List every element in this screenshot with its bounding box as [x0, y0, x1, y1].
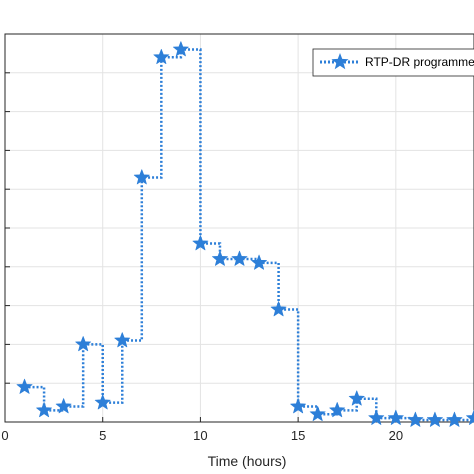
x-tick-label: 15: [291, 428, 305, 443]
data-point-star-icon: [427, 411, 443, 427]
data-point-star-icon: [153, 48, 170, 65]
data-point-star-icon: [133, 169, 150, 185]
data-point-star-icon: [251, 254, 267, 270]
data-point-star-icon: [36, 402, 52, 418]
data-point-star-icon: [407, 411, 424, 427]
x-tick-label: 10: [193, 428, 207, 443]
legend: RTP-DR programme: [312, 48, 474, 77]
data-point-star-icon: [329, 402, 346, 418]
data-point-star-icon: [290, 398, 307, 414]
data-point-star-icon: [16, 378, 33, 394]
data-point-star-icon: [75, 336, 92, 352]
data-point-star-icon: [348, 390, 365, 406]
data-point-star-icon: [114, 332, 131, 348]
legend-label: RTP-DR programme: [365, 55, 474, 69]
data-point-star-icon: [55, 398, 72, 414]
x-tick-label: 20: [389, 428, 403, 443]
x-tick-label: 5: [99, 428, 106, 443]
data-point-star-icon: [231, 250, 248, 266]
data-point-star-icon: [212, 250, 228, 266]
data-point-star-icon: [309, 405, 326, 422]
data-point-star-icon: [466, 409, 474, 425]
axis-ticks: 0 5 10 15 20: [1, 33, 403, 443]
data-point-star-icon: [446, 411, 463, 427]
data-point-star-icon: [270, 301, 287, 317]
data-point-star-icon: [387, 409, 404, 425]
x-tick-label: 0: [1, 428, 8, 443]
legend-star-icon: [331, 53, 349, 70]
data-point-star-icon: [368, 409, 385, 425]
data-point-star-icon: [94, 394, 111, 410]
series-line: [24, 48, 474, 422]
x-axis-label: Time (hours): [208, 453, 287, 469]
data-point-star-icon: [172, 41, 189, 57]
series-layer: [16, 41, 474, 427]
grid: [4, 33, 474, 422]
data-point-star-icon: [192, 235, 209, 251]
